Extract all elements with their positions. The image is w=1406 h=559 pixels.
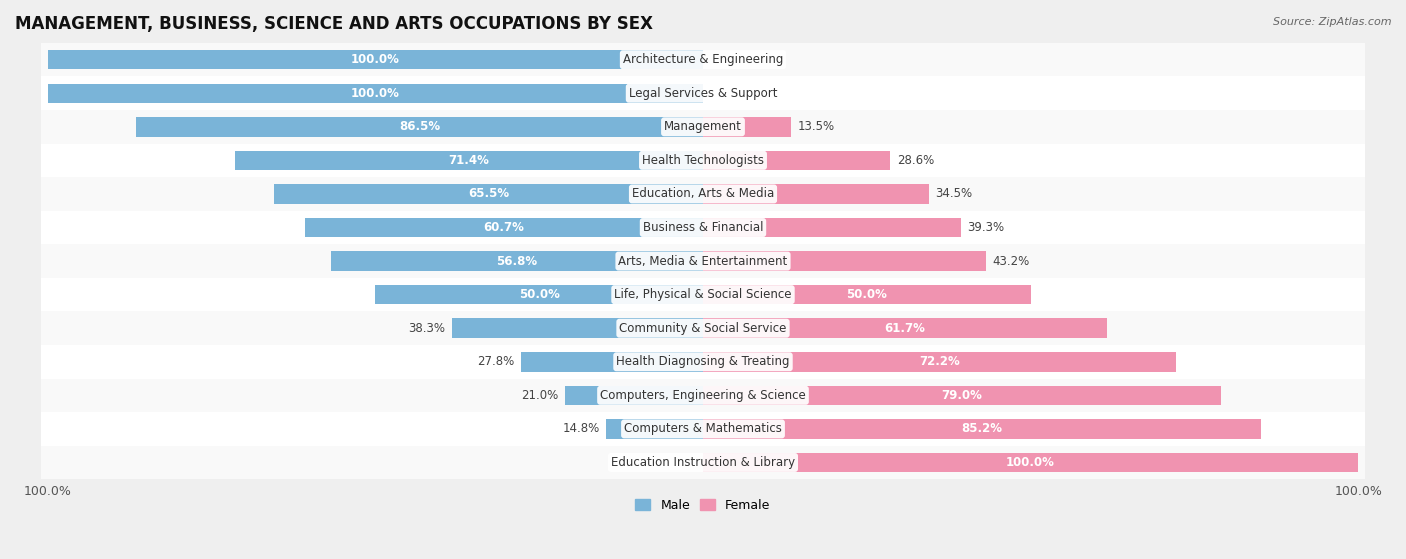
Bar bbox=[703, 218, 960, 237]
Text: Legal Services & Support: Legal Services & Support bbox=[628, 87, 778, 100]
Text: Architecture & Engineering: Architecture & Engineering bbox=[623, 53, 783, 66]
Bar bbox=[703, 386, 1220, 405]
Text: 85.2%: 85.2% bbox=[962, 423, 1002, 435]
Legend: Male, Female: Male, Female bbox=[630, 494, 776, 517]
Bar bbox=[375, 285, 703, 304]
Bar bbox=[41, 278, 1365, 311]
Bar bbox=[41, 244, 1365, 278]
Bar bbox=[703, 285, 1031, 304]
Bar bbox=[41, 144, 1365, 177]
Text: 13.5%: 13.5% bbox=[799, 120, 835, 133]
Text: 34.5%: 34.5% bbox=[935, 187, 973, 201]
Bar bbox=[41, 378, 1365, 412]
Text: 56.8%: 56.8% bbox=[496, 254, 537, 268]
Bar bbox=[48, 50, 703, 69]
Text: Computers & Mathematics: Computers & Mathematics bbox=[624, 423, 782, 435]
Text: Health Technologists: Health Technologists bbox=[643, 154, 763, 167]
Bar bbox=[274, 184, 703, 203]
Text: Education Instruction & Library: Education Instruction & Library bbox=[612, 456, 794, 469]
Text: 79.0%: 79.0% bbox=[942, 389, 983, 402]
Text: 71.4%: 71.4% bbox=[449, 154, 489, 167]
Bar bbox=[703, 150, 890, 170]
Bar bbox=[606, 419, 703, 439]
Text: 39.3%: 39.3% bbox=[967, 221, 1004, 234]
Bar bbox=[703, 319, 1108, 338]
Text: 100.0%: 100.0% bbox=[352, 53, 399, 66]
Bar bbox=[235, 150, 703, 170]
Text: 86.5%: 86.5% bbox=[399, 120, 440, 133]
Text: Community & Social Service: Community & Social Service bbox=[619, 322, 787, 335]
Bar bbox=[565, 386, 703, 405]
Text: 28.6%: 28.6% bbox=[897, 154, 934, 167]
Text: 43.2%: 43.2% bbox=[993, 254, 1029, 268]
Bar bbox=[703, 252, 986, 271]
Bar bbox=[41, 110, 1365, 144]
Bar bbox=[41, 446, 1365, 479]
Bar bbox=[520, 352, 703, 372]
Text: MANAGEMENT, BUSINESS, SCIENCE AND ARTS OCCUPATIONS BY SEX: MANAGEMENT, BUSINESS, SCIENCE AND ARTS O… bbox=[15, 15, 652, 33]
Bar bbox=[305, 218, 703, 237]
Bar bbox=[41, 345, 1365, 378]
Bar bbox=[41, 311, 1365, 345]
Bar bbox=[703, 184, 929, 203]
Text: 61.7%: 61.7% bbox=[884, 322, 925, 335]
Text: Life, Physical & Social Science: Life, Physical & Social Science bbox=[614, 288, 792, 301]
Bar bbox=[41, 43, 1365, 77]
Text: 100.0%: 100.0% bbox=[352, 87, 399, 100]
Text: 21.0%: 21.0% bbox=[522, 389, 558, 402]
Bar bbox=[48, 83, 703, 103]
Text: 14.8%: 14.8% bbox=[562, 423, 599, 435]
Text: 60.7%: 60.7% bbox=[484, 221, 524, 234]
Bar bbox=[41, 211, 1365, 244]
Bar bbox=[703, 117, 792, 136]
Text: 27.8%: 27.8% bbox=[477, 356, 515, 368]
Bar bbox=[453, 319, 703, 338]
Bar bbox=[41, 77, 1365, 110]
Bar bbox=[136, 117, 703, 136]
Text: 50.0%: 50.0% bbox=[519, 288, 560, 301]
Text: Health Diagnosing & Treating: Health Diagnosing & Treating bbox=[616, 356, 790, 368]
Bar bbox=[41, 412, 1365, 446]
Text: 72.2%: 72.2% bbox=[920, 356, 960, 368]
Text: 38.3%: 38.3% bbox=[409, 322, 446, 335]
Text: Education, Arts & Media: Education, Arts & Media bbox=[631, 187, 775, 201]
Text: 100.0%: 100.0% bbox=[1007, 456, 1054, 469]
Bar bbox=[330, 252, 703, 271]
Text: 50.0%: 50.0% bbox=[846, 288, 887, 301]
Text: Source: ZipAtlas.com: Source: ZipAtlas.com bbox=[1274, 17, 1392, 27]
Text: 65.5%: 65.5% bbox=[468, 187, 509, 201]
Bar bbox=[703, 453, 1358, 472]
Bar bbox=[703, 419, 1261, 439]
Text: Management: Management bbox=[664, 120, 742, 133]
Bar bbox=[41, 177, 1365, 211]
Text: Computers, Engineering & Science: Computers, Engineering & Science bbox=[600, 389, 806, 402]
Text: Arts, Media & Entertainment: Arts, Media & Entertainment bbox=[619, 254, 787, 268]
Bar bbox=[703, 352, 1175, 372]
Text: Business & Financial: Business & Financial bbox=[643, 221, 763, 234]
